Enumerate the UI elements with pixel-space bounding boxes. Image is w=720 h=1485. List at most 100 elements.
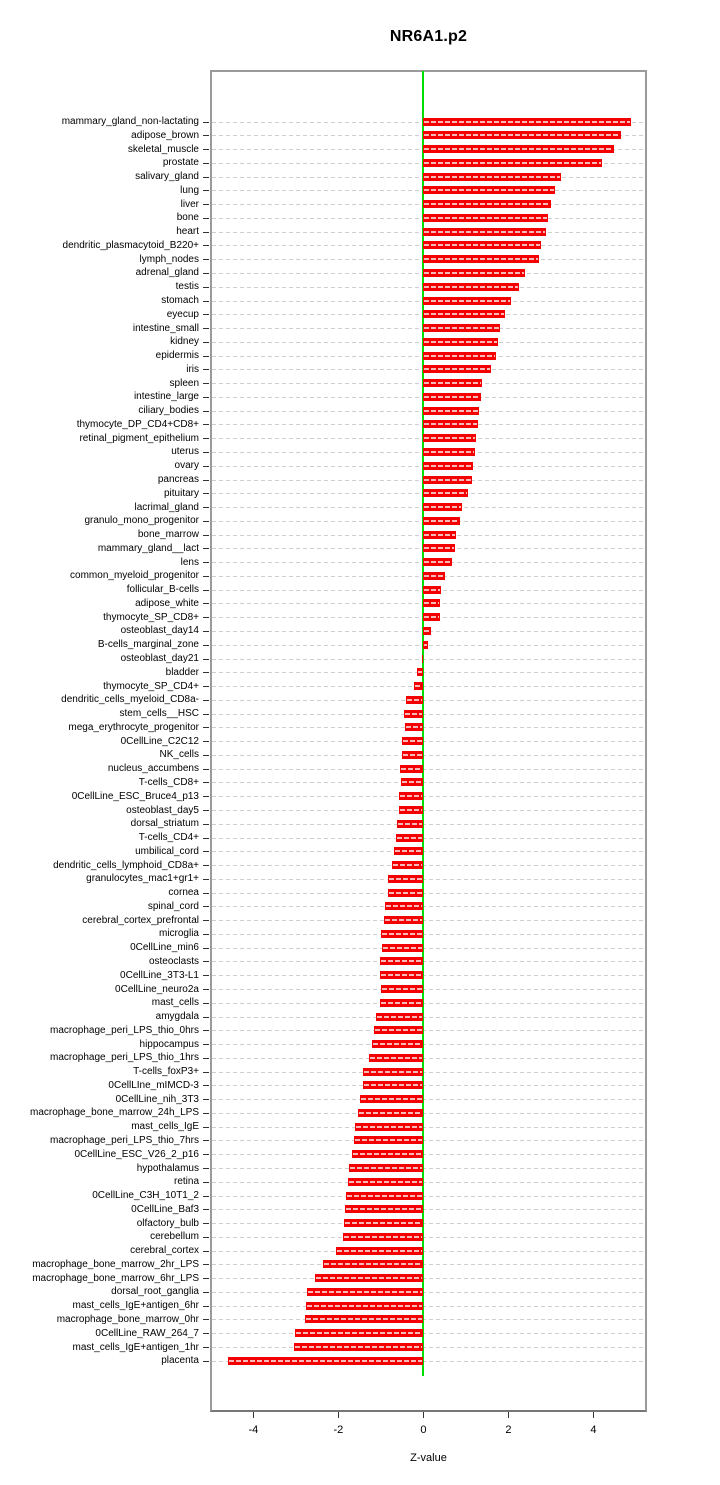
bar [423, 282, 520, 291]
gridline [212, 1126, 645, 1128]
bar-stripe [403, 753, 423, 756]
bar [423, 379, 482, 388]
category-tick [203, 672, 209, 674]
category-label: macrophage_peri_LPS_thio_1hrs [50, 1052, 199, 1064]
bar-stripe [352, 1153, 423, 1156]
gridline [212, 741, 645, 743]
category-tick [203, 438, 209, 440]
bar [348, 1164, 424, 1173]
bar-stripe [424, 492, 467, 495]
gridline [212, 1250, 645, 1252]
gridline [212, 1140, 645, 1142]
category-tick [203, 562, 209, 564]
category-label: thymocyte_DP_CD4+CD8+ [76, 418, 199, 430]
category-tick [203, 1002, 209, 1004]
bar-stripe [424, 134, 620, 137]
bar [346, 1191, 424, 1200]
category-tick [203, 644, 209, 646]
category-tick [203, 796, 209, 798]
category-label: 0CellLine_ESC_V26_2_p16 [74, 1148, 199, 1160]
category-label: nucleus_accumbens [107, 763, 199, 775]
gridline [212, 713, 645, 715]
category-tick [203, 1085, 209, 1087]
category-tick [203, 396, 209, 398]
bar-stripe [337, 1249, 423, 1252]
gridline [212, 699, 645, 701]
bar-stripe [397, 836, 423, 839]
x-axis-tick [593, 1412, 595, 1418]
bar-stripe [424, 478, 471, 481]
category-label: lung [180, 184, 199, 196]
bar [423, 337, 498, 346]
category-tick [203, 1140, 209, 1142]
gridline [212, 796, 645, 798]
x-axis-tick [508, 1412, 510, 1418]
category-label: dendritic_cells_lymphoid_CD8a+ [53, 859, 199, 871]
bar-stripe [323, 1263, 423, 1266]
gridline [212, 1305, 645, 1307]
category-tick [203, 520, 209, 522]
bar-stripe [424, 464, 472, 467]
category-label: 0CellLine_RAW_264_7 [95, 1327, 199, 1339]
category-tick [203, 1154, 209, 1156]
category-tick [203, 1291, 209, 1293]
category-tick [203, 1333, 209, 1335]
category-label: 0CellLine_neuro2a [115, 983, 199, 995]
bar-stripe [343, 1235, 423, 1238]
bar-stripe [401, 781, 423, 784]
bar-stripe [415, 685, 423, 688]
category-tick [203, 1264, 209, 1266]
category-label: bladder [165, 666, 199, 678]
category-tick [203, 286, 209, 288]
category-tick [203, 989, 209, 990]
x-axis-tick [423, 1412, 425, 1418]
category-tick [203, 961, 209, 963]
category-label: lacrimal_gland [134, 501, 199, 513]
category-tick [203, 314, 209, 316]
bar-stripe [229, 1359, 423, 1362]
category-label: pancreas [157, 474, 199, 486]
category-label: skeletal_muscle [127, 143, 199, 155]
category-label: dorsal_striatum [130, 818, 199, 830]
category-tick [203, 975, 209, 977]
category-tick [203, 328, 209, 330]
bar [423, 599, 440, 608]
category-label: mammary_gland_non-lactating [61, 116, 199, 127]
bar [358, 1108, 424, 1117]
category-tick [203, 837, 209, 839]
gridline [212, 1195, 645, 1197]
bar-stripe [359, 1111, 423, 1114]
bar-stripe [402, 740, 423, 743]
bar [423, 406, 480, 415]
category-label: 0CellLIne_mIMCD-3 [108, 1079, 199, 1091]
bar [414, 682, 424, 691]
bar [351, 1150, 424, 1159]
x-axis-tick-label: -2 [333, 1424, 344, 1436]
category-label: osteoclasts [148, 955, 199, 967]
bar-stripe [424, 313, 504, 316]
category-tick [203, 451, 209, 453]
category-tick [203, 300, 209, 302]
gridline [212, 1002, 645, 1004]
category-label: osteoblast_day21 [120, 653, 199, 665]
category-tick [203, 534, 209, 536]
category-tick [203, 1278, 209, 1280]
category-tick [203, 479, 209, 481]
category-label: ovary [174, 460, 199, 472]
bar-stripe [395, 850, 423, 853]
category-tick [203, 1168, 209, 1170]
bar-stripe [424, 120, 631, 123]
bar [322, 1260, 424, 1269]
bar-stripe [380, 1001, 423, 1004]
category-tick [203, 878, 209, 880]
category-label: prostate [162, 157, 199, 169]
bar [423, 558, 452, 567]
gridline [212, 1236, 645, 1238]
category-tick [203, 493, 209, 495]
bar [423, 613, 440, 622]
x-axis-tick-label: 0 [420, 1424, 427, 1436]
bar [381, 929, 424, 938]
bar [379, 998, 424, 1007]
category-tick [203, 217, 209, 219]
bar [348, 1177, 424, 1186]
